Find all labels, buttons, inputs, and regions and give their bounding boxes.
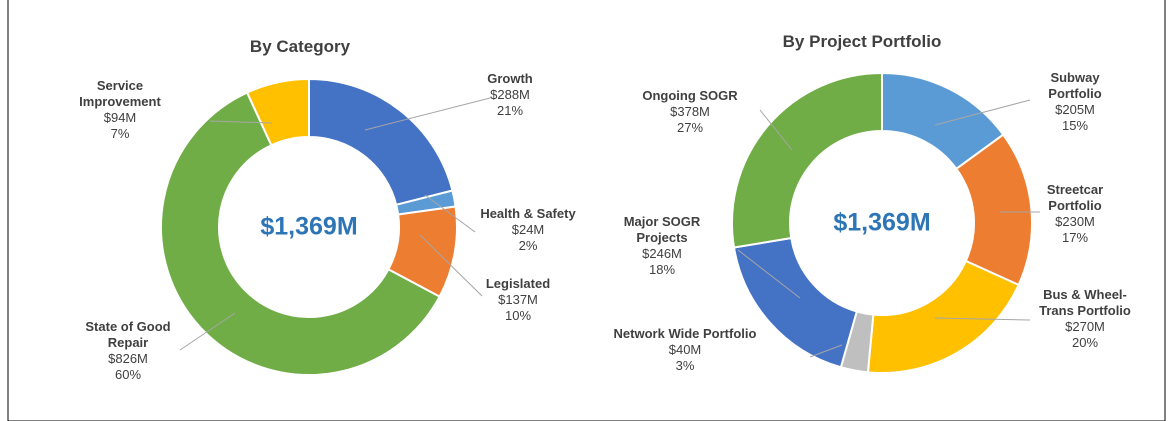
donut-segment: [731, 71, 883, 249]
data-label: Subway Portfolio $205M 15%: [1038, 70, 1113, 134]
label-line: $270M: [1065, 319, 1105, 334]
label-line: $230M: [1055, 214, 1095, 229]
data-label: State of Good Repair $826M 60%: [76, 319, 181, 383]
leader-line: [759, 109, 793, 151]
data-label: Health & Safety $24M 2%: [453, 206, 603, 254]
label-line: 3%: [675, 358, 695, 373]
label-line: 18%: [648, 262, 676, 277]
label-line: Subway Portfolio: [1048, 70, 1102, 101]
label-line: $826M: [108, 351, 148, 366]
center-label: $1,369M: [833, 208, 931, 237]
label-line: Health & Safety: [480, 206, 576, 221]
label-line: $288M: [490, 87, 530, 102]
center-label: $1,369M: [260, 212, 358, 241]
data-label: Streetcar Portfolio $230M 17%: [1035, 182, 1115, 246]
data-label: Bus & Wheel-Trans Portfolio $270M 20%: [1028, 287, 1143, 351]
label-line: $24M: [511, 222, 545, 237]
chart-title: By Project Portfolio: [782, 32, 942, 51]
label-line: Bus & Wheel-Trans Portfolio: [1039, 287, 1131, 318]
label-line: Network Wide Portfolio: [613, 326, 757, 341]
label-line: State of Good Repair: [85, 319, 171, 350]
label-line: 15%: [1061, 118, 1089, 133]
leader-line: [737, 249, 801, 299]
label-line: 60%: [114, 367, 142, 382]
label-line: 21%: [496, 103, 524, 118]
label-line: $246M: [642, 246, 682, 261]
label-line: 27%: [676, 120, 704, 135]
data-label: Legislated $137M 10%: [468, 276, 568, 324]
label-line: Legislated: [485, 276, 551, 291]
donut-segment: [160, 91, 441, 376]
label-line: Growth: [487, 71, 533, 86]
leader-line: [934, 99, 1031, 126]
data-label: Ongoing SOGR $378M 27%: [625, 88, 755, 136]
label-line: $137M: [498, 292, 538, 307]
data-label: Major SOGR Projects $246M 18%: [615, 214, 710, 278]
leader-line: [424, 194, 476, 233]
chart-title: By Category: [249, 37, 351, 56]
label-line: Major SOGR Projects: [623, 214, 701, 245]
label-line: 2%: [518, 238, 538, 253]
label-line: Streetcar Portfolio: [1046, 182, 1104, 213]
label-line: 17%: [1061, 230, 1089, 245]
data-label: Growth $288M 21%: [450, 71, 570, 119]
leader-line: [179, 312, 236, 351]
label-line: $94M: [103, 110, 137, 125]
donut-segment: [245, 77, 310, 147]
label-line: $40M: [668, 342, 702, 357]
leader-line: [209, 120, 273, 124]
data-label: Network Wide Portfolio $40M 3%: [590, 326, 780, 374]
label-line: 20%: [1071, 335, 1099, 350]
label-line: $378M: [670, 104, 710, 119]
label-line: $205M: [1055, 102, 1095, 117]
leader-line: [934, 317, 1031, 321]
leader-line: [364, 97, 491, 131]
label-line: 10%: [504, 308, 532, 323]
label-line: Service Improvement: [79, 78, 161, 109]
donut-segment: [866, 259, 1020, 374]
donut-segment: [308, 77, 454, 207]
label-line: Ongoing SOGR: [642, 88, 738, 103]
leader-line: [419, 234, 483, 297]
frame: [7, 0, 1166, 421]
leader-line: [809, 344, 843, 358]
label-line: 7%: [110, 126, 130, 141]
data-label: Service Improvement $94M 7%: [70, 78, 170, 142]
